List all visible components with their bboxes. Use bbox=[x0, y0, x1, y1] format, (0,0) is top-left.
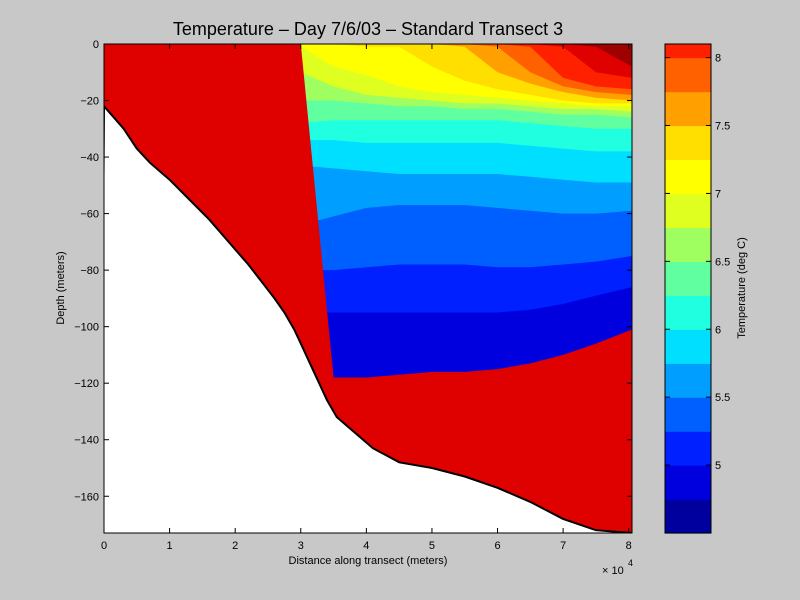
colorbar-cell bbox=[665, 193, 711, 228]
x-tick-label: 6 bbox=[494, 540, 500, 552]
y-tick-label: −160 bbox=[74, 491, 99, 503]
y-tick-label: −80 bbox=[80, 265, 99, 277]
colorbar-tick-label: 5 bbox=[715, 460, 721, 472]
colorbar-cell bbox=[665, 227, 711, 262]
colorbar-cell bbox=[665, 57, 711, 93]
colorbar-cell bbox=[665, 295, 711, 330]
colorbar-cell bbox=[665, 91, 711, 127]
colorbar-ticks: 5 5.5 6 6.5 7 7.5 8 bbox=[665, 53, 730, 472]
colorbar-cell bbox=[665, 431, 711, 466]
colorbar-tick-label: 5.5 bbox=[715, 392, 730, 404]
x-multiplier-label: × 10 bbox=[602, 565, 624, 577]
seabed bbox=[104, 104, 632, 533]
x-tick-label: 5 bbox=[429, 540, 435, 552]
colorbar-tick-label: 8 bbox=[715, 53, 721, 65]
x-tick-label: 2 bbox=[232, 540, 238, 552]
x-tick-label: 1 bbox=[167, 540, 173, 552]
colorbar-cell bbox=[665, 159, 711, 195]
colorbar-tick-label: 6.5 bbox=[715, 256, 730, 268]
y-axis-label: Depth (meters) bbox=[55, 251, 67, 324]
colorbar-tick-label: 7.5 bbox=[715, 121, 730, 133]
colorbar-cell bbox=[665, 397, 711, 432]
colorbar-cell bbox=[665, 363, 711, 398]
y-tick-label: −60 bbox=[80, 209, 99, 221]
colorbar-cells bbox=[665, 44, 711, 534]
y-tick-label: 0 bbox=[93, 39, 99, 51]
colorbar-label: Temperature (deg C) bbox=[736, 237, 748, 339]
x-axis: 0 1 2 3 4 5 6 7 8 bbox=[101, 44, 632, 552]
colorbar-cell bbox=[665, 261, 711, 296]
x-axis-label: Distance along transect (meters) bbox=[289, 555, 448, 567]
x-tick-label: 4 bbox=[363, 540, 369, 552]
y-tick-label: −20 bbox=[80, 96, 99, 108]
x-multiplier: × 10 4 bbox=[602, 558, 633, 577]
x-tick-label: 7 bbox=[560, 540, 566, 552]
x-multiplier-exponent: 4 bbox=[628, 558, 633, 568]
y-tick-label: −120 bbox=[74, 378, 99, 390]
colorbar-cell bbox=[665, 465, 711, 500]
plot-frame bbox=[103, 43, 633, 534]
colorbar-cell bbox=[665, 44, 711, 59]
colorbar-tick-label: 7 bbox=[715, 188, 721, 200]
y-tick-label: −40 bbox=[80, 152, 99, 164]
colorbar-tick-label: 6 bbox=[715, 324, 721, 336]
y-tick-label: −100 bbox=[74, 322, 99, 334]
x-tick-label: 8 bbox=[626, 540, 632, 552]
plot-area bbox=[104, 44, 632, 533]
colorbar-cell bbox=[665, 499, 711, 534]
colorbar: 5 5.5 6 6.5 7 7.5 8 Temperature (deg C) bbox=[664, 43, 748, 534]
y-axis: 0 −20 −40 −60 −80 −100 −120 −140 −160 bbox=[74, 39, 632, 503]
colorbar-cell bbox=[665, 125, 711, 161]
x-tick-label: 0 bbox=[101, 540, 107, 552]
y-tick-label: −140 bbox=[74, 435, 99, 447]
colorbar-cell bbox=[665, 329, 711, 364]
x-tick-label: 3 bbox=[298, 540, 304, 552]
colorbar-frame bbox=[664, 43, 712, 534]
chart-title: Temperature – Day 7/6/03 – Standard Tran… bbox=[173, 19, 563, 39]
